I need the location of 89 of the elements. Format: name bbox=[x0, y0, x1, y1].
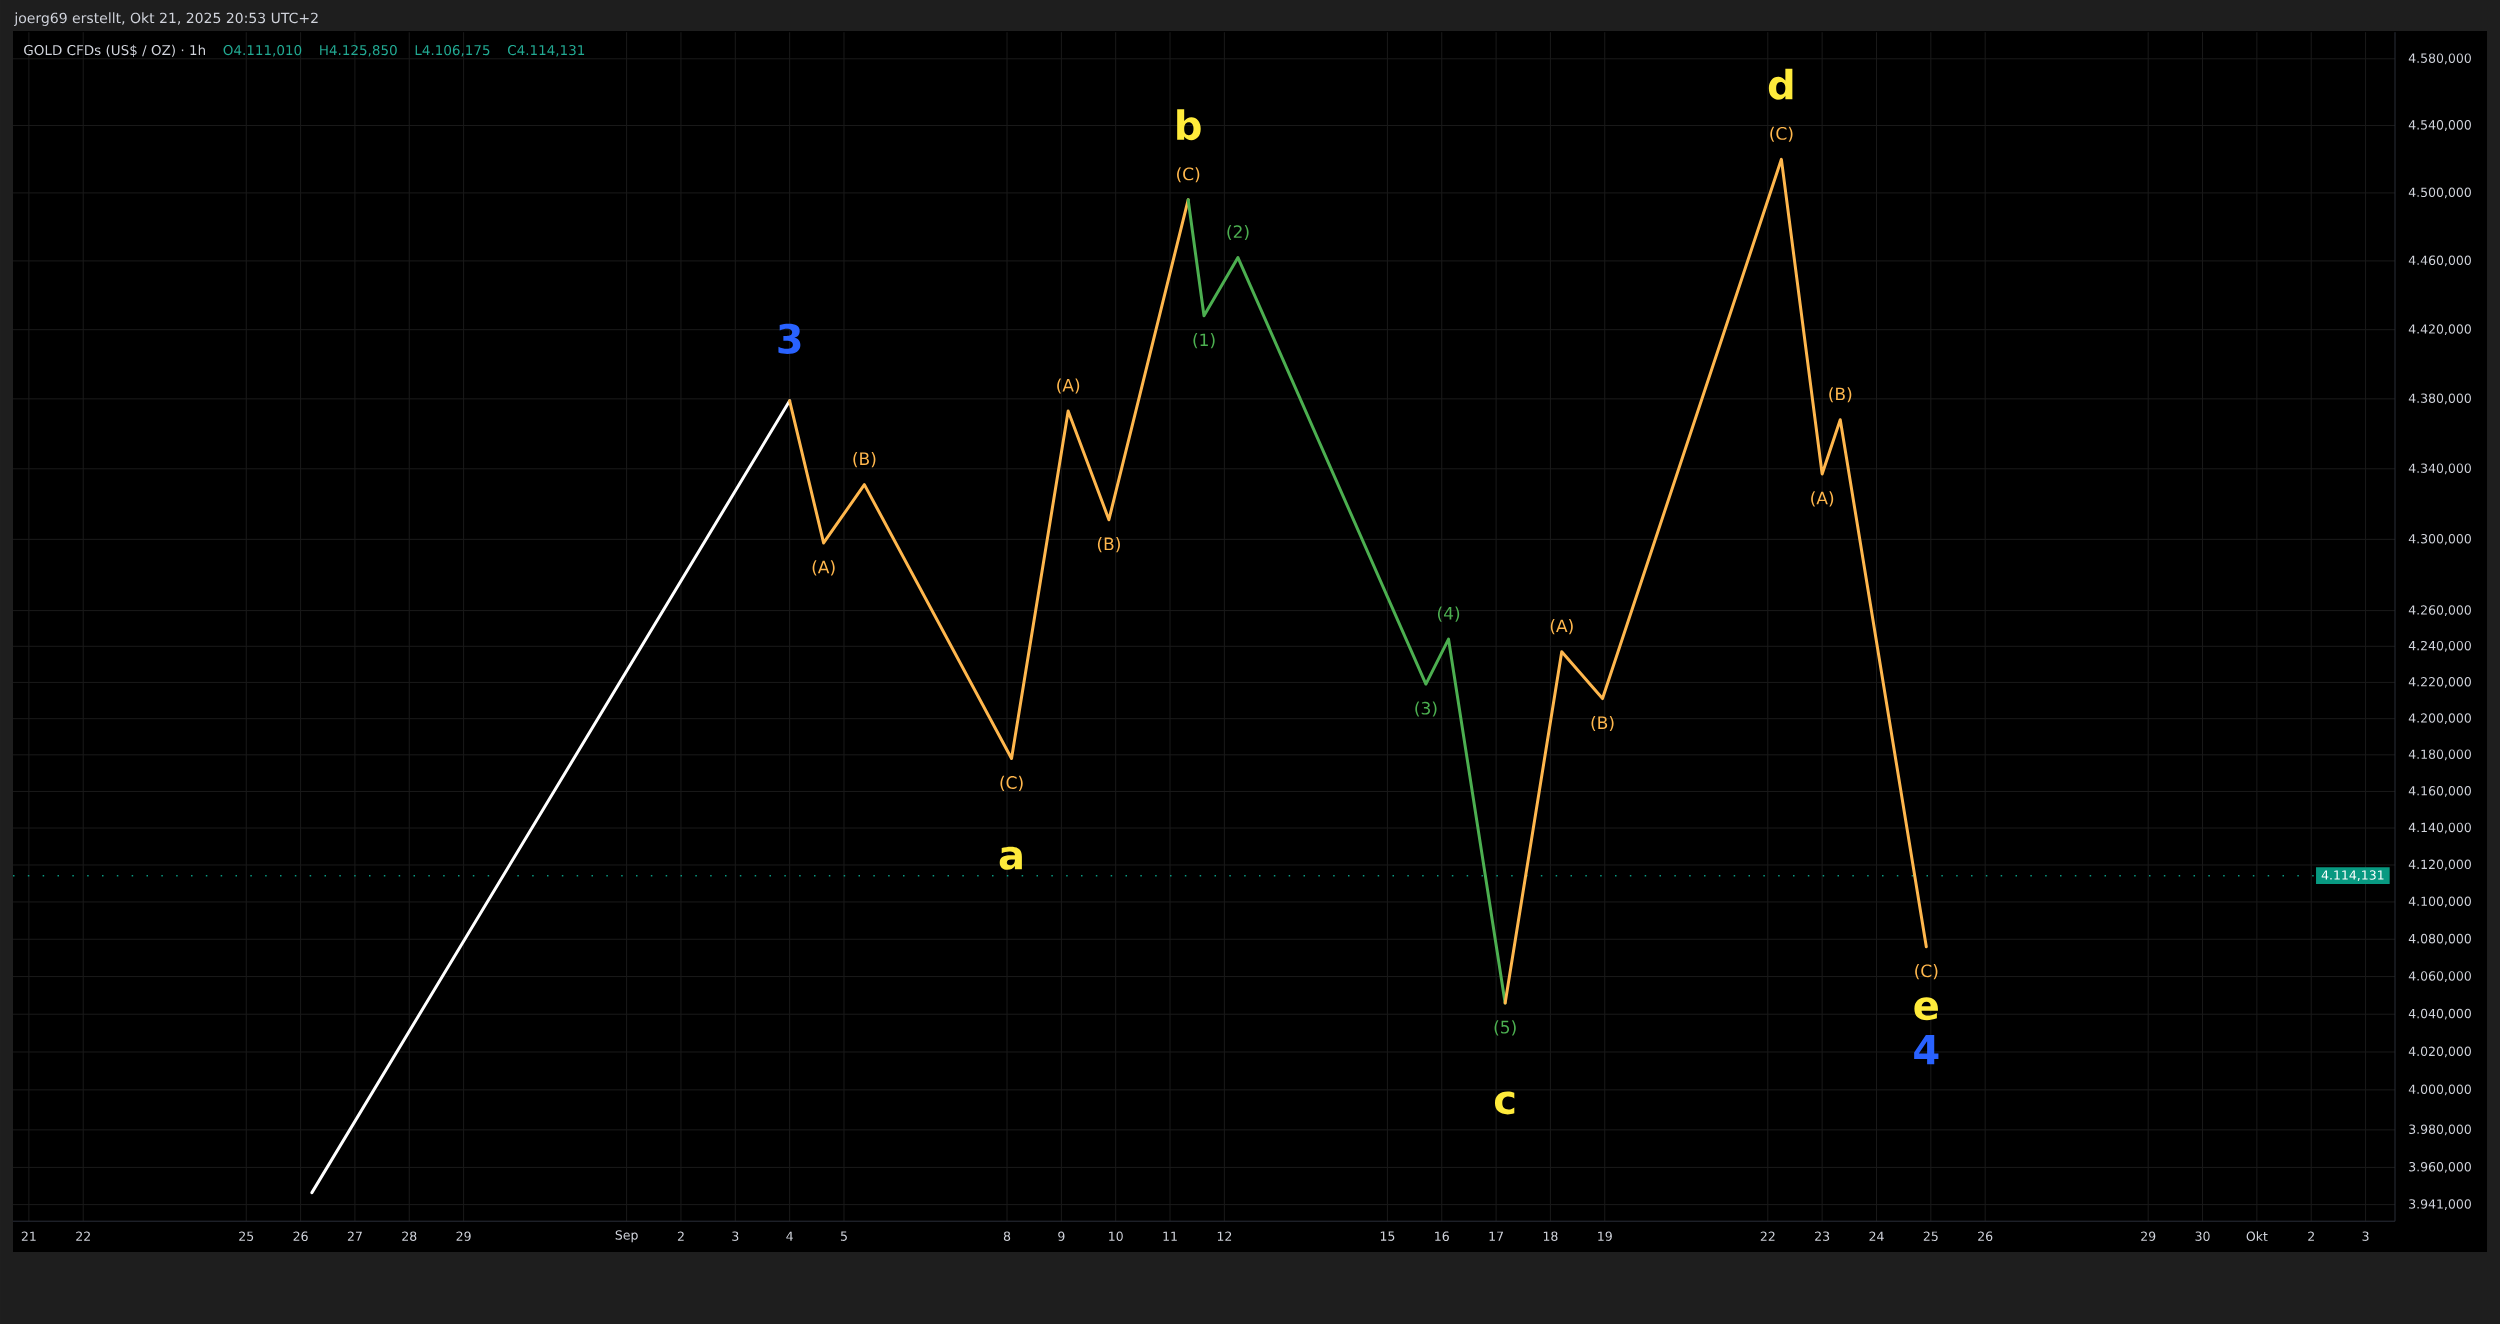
annotation: (A) bbox=[812, 560, 835, 576]
y-tick-label: 4.020,000 bbox=[2408, 1046, 2471, 1058]
x-tick-label: 16 bbox=[1435, 1231, 1449, 1241]
y-tick-label: 4.040,000 bbox=[2408, 1008, 2471, 1020]
annotation: (B) bbox=[1097, 537, 1120, 553]
y-tick-label: 4.580,000 bbox=[2408, 53, 2471, 65]
y-tick-label: 4.200,000 bbox=[2408, 713, 2471, 725]
annotation: (4) bbox=[1437, 606, 1460, 622]
annotation: (C) bbox=[1177, 167, 1200, 183]
y-tick-label: 4.100,000 bbox=[2408, 896, 2471, 908]
annotation: c bbox=[1494, 1091, 1515, 1115]
x-tick-label: 26 bbox=[1978, 1231, 1993, 1241]
y-tick-label: 4.460,000 bbox=[2408, 255, 2471, 267]
x-tick-label: 22 bbox=[1760, 1231, 1775, 1241]
y-tick-label: 4.300,000 bbox=[2408, 533, 2471, 545]
x-tick-label: 5 bbox=[840, 1231, 847, 1241]
y-tick-label: 4.500,000 bbox=[2408, 187, 2471, 199]
x-tick-label: 17 bbox=[1489, 1231, 1503, 1241]
x-tick-label: 11 bbox=[1163, 1231, 1177, 1241]
annotation: (C) bbox=[1000, 775, 1023, 791]
x-tick-label: 15 bbox=[1380, 1231, 1395, 1241]
annotation: (B) bbox=[1829, 387, 1852, 403]
annotation: H4.125,850 bbox=[320, 44, 397, 57]
x-tick-label: 25 bbox=[1923, 1231, 1938, 1241]
x-tick-label: Sep bbox=[615, 1230, 638, 1243]
annotation: (1) bbox=[1193, 333, 1215, 349]
x-tick-label: 2 bbox=[2308, 1231, 2314, 1241]
x-tick-label: 8 bbox=[1003, 1231, 1011, 1241]
x-tick-label: 27 bbox=[347, 1231, 362, 1241]
x-tick-label: 23 bbox=[1815, 1231, 1830, 1241]
y-tick-label: 4.060,000 bbox=[2408, 971, 2471, 982]
y-tick-label: 4.180,000 bbox=[2408, 749, 2471, 761]
y-tick-label: 4.240,000 bbox=[2408, 640, 2471, 652]
y-tick-label: 4.120,000 bbox=[2408, 859, 2471, 871]
annotation: O4.111,010 bbox=[223, 44, 302, 57]
annotation: e bbox=[1914, 997, 1938, 1021]
y-tick-label: 4.080,000 bbox=[2408, 933, 2471, 945]
text: GOLD CFDs (US$ / OZ) · 1h bbox=[24, 44, 205, 57]
annotation: C4.114,131 bbox=[507, 44, 585, 57]
annotation: (B) bbox=[853, 451, 876, 468]
y-tick-label: 4.380,000 bbox=[2408, 393, 2471, 405]
y-tick-label: 4.540,000 bbox=[2408, 120, 2471, 131]
annotation: (C) bbox=[1770, 126, 1793, 142]
x-tick-label: 3 bbox=[732, 1231, 739, 1241]
annotation: b bbox=[1177, 109, 1201, 141]
x-tick-label: 19 bbox=[1598, 1231, 1612, 1241]
annotation: L4.106,175 bbox=[415, 44, 490, 57]
x-tick-label: 18 bbox=[1543, 1231, 1558, 1241]
y-tick-label: 3.960,000 bbox=[2409, 1162, 2471, 1173]
y-tick-label: 4.340,000 bbox=[2408, 463, 2471, 475]
text: joerg69 erstellt, Okt 21, 2025 20:53 UTC+2 bbox=[14, 12, 318, 26]
annotation: a bbox=[999, 846, 1022, 870]
ref-line-label: 4.114,131 bbox=[2321, 870, 2384, 882]
annotation: (3) bbox=[1415, 701, 1437, 717]
x-tick-label: 24 bbox=[1869, 1231, 1884, 1241]
annotation: d bbox=[1768, 68, 1793, 100]
x-tick-label: 25 bbox=[239, 1231, 254, 1241]
x-tick-label: 3 bbox=[2362, 1231, 2369, 1241]
x-tick-label: 12 bbox=[1217, 1231, 1232, 1241]
annotation: (A) bbox=[1550, 619, 1573, 635]
x-tick-label: 2 bbox=[677, 1231, 684, 1241]
annotation: (2) bbox=[1227, 224, 1249, 241]
annotation: (5) bbox=[1494, 1020, 1516, 1036]
y-tick-label: 4.220,000 bbox=[2408, 677, 2471, 688]
annotation: 4 bbox=[1914, 1035, 1939, 1065]
x-tick-label: Okt bbox=[2246, 1231, 2268, 1242]
annotation: (B) bbox=[1591, 715, 1614, 732]
x-tick-label: 4 bbox=[786, 1231, 793, 1241]
x-tick-label: 30 bbox=[2195, 1231, 2210, 1241]
y-tick-label: 4.000,000 bbox=[2408, 1084, 2471, 1096]
x-tick-label: 9 bbox=[1058, 1231, 1065, 1241]
x-tick-label: 26 bbox=[293, 1231, 308, 1241]
y-tick-label: 4.260,000 bbox=[2408, 605, 2471, 616]
y-tick-label: 4.420,000 bbox=[2408, 324, 2471, 336]
annotation: 3 bbox=[778, 323, 801, 354]
annotation: (A) bbox=[1057, 378, 1080, 394]
annotation: (A) bbox=[1811, 491, 1834, 507]
x-tick-label: 29 bbox=[2141, 1231, 2156, 1241]
x-tick-label: 28 bbox=[402, 1231, 417, 1241]
x-tick-label: 21 bbox=[21, 1231, 36, 1241]
y-tick-label: 4.140,000 bbox=[2408, 822, 2471, 834]
line-series bbox=[1186, 198, 1507, 1005]
y-tick-label: 4.160,000 bbox=[2408, 786, 2471, 797]
x-tick-label: 10 bbox=[1109, 1231, 1123, 1241]
y-tick-label: 3.980,000 bbox=[2409, 1124, 2471, 1136]
y-tick-label: 3.941,000 bbox=[2409, 1199, 2471, 1210]
x-tick-label: 22 bbox=[76, 1231, 90, 1241]
annotation: (C) bbox=[1915, 964, 1938, 980]
x-tick-label: 29 bbox=[456, 1231, 471, 1241]
